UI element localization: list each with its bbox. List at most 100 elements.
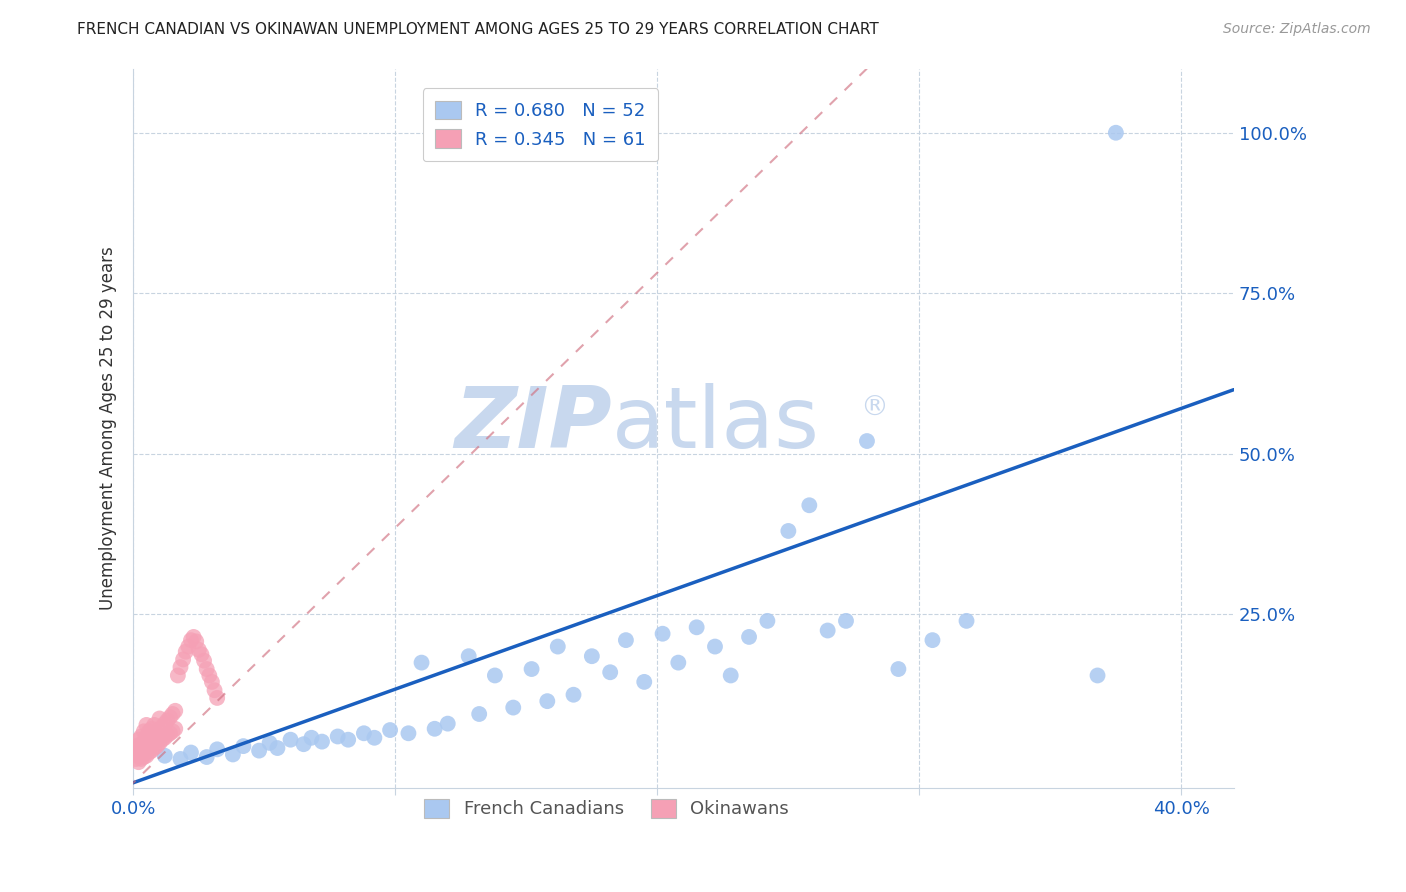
Point (153, 731, 176, 745)
Point (146, 739, 169, 753)
Point (180, 746, 202, 760)
Point (955, 614, 977, 628)
Point (143, 741, 166, 756)
Point (1087, 668, 1109, 682)
Point (167, 668, 190, 682)
Text: Source: ZipAtlas.com: Source: ZipAtlas.com (1223, 22, 1371, 37)
Point (128, 755, 150, 769)
Point (172, 652, 194, 666)
Point (247, 743, 270, 757)
Point (169, 752, 191, 766)
Point (148, 724, 170, 739)
Point (266, 741, 288, 756)
Point (177, 640, 200, 654)
Point (887, 662, 910, 676)
Point (411, 656, 433, 670)
Point (423, 722, 446, 736)
Point (232, 739, 254, 753)
Point (756, 614, 779, 628)
Point (187, 642, 209, 657)
Point (562, 688, 585, 702)
Point (280, 732, 302, 747)
Point (817, 624, 839, 638)
Point (799, 498, 821, 512)
Point (153, 748, 176, 763)
Point (146, 728, 169, 742)
Point (666, 656, 689, 670)
Legend: French Canadians, Okinawans: French Canadians, Okinawans (416, 792, 796, 826)
Point (326, 730, 349, 744)
Text: ZIP: ZIP (454, 383, 612, 467)
Point (128, 732, 150, 747)
Point (436, 716, 458, 731)
Point (195, 750, 218, 764)
Point (704, 640, 727, 654)
Point (150, 732, 173, 747)
Point (125, 752, 148, 766)
Point (778, 524, 800, 538)
Text: FRENCH CANADIAN VS OKINAWAN UNEMPLOYMENT AMONG AGES 25 TO 29 YEARS CORRELATION C: FRENCH CANADIAN VS OKINAWAN UNEMPLOYMENT… (77, 22, 879, 37)
Point (125, 746, 148, 760)
Point (536, 694, 558, 708)
Point (143, 718, 166, 732)
Point (132, 742, 155, 756)
Point (685, 620, 707, 634)
Point (141, 732, 163, 747)
Point (205, 742, 228, 756)
Point (156, 714, 179, 728)
Point (186, 634, 208, 648)
Point (125, 739, 148, 753)
Point (835, 614, 858, 628)
Point (457, 649, 479, 664)
Point (129, 746, 152, 760)
Point (132, 724, 155, 739)
Point (353, 726, 375, 740)
Point (921, 633, 943, 648)
Point (141, 722, 163, 736)
Point (128, 748, 150, 763)
Point (301, 731, 323, 745)
Point (614, 633, 637, 648)
Point (132, 750, 155, 764)
Point (135, 718, 157, 732)
Point (363, 731, 385, 745)
Point (138, 736, 160, 750)
Point (174, 645, 197, 659)
Point (183, 630, 205, 644)
Point (720, 668, 742, 682)
Point (259, 736, 281, 750)
Point (502, 700, 524, 714)
Point (162, 724, 184, 739)
Point (398, 726, 420, 740)
Point (198, 668, 221, 682)
Point (159, 726, 181, 740)
Point (135, 730, 157, 744)
Point (129, 737, 152, 751)
Point (128, 742, 150, 756)
Point (222, 747, 245, 762)
Point (468, 706, 491, 721)
Point (180, 633, 202, 648)
Point (193, 654, 215, 668)
Point (195, 662, 218, 676)
Point (141, 743, 163, 757)
Point (169, 660, 191, 674)
Text: atlas: atlas (612, 383, 820, 467)
Text: ®: ® (859, 394, 887, 422)
Point (159, 710, 181, 724)
Point (165, 704, 187, 718)
Point (132, 734, 155, 748)
Point (599, 665, 621, 680)
Point (138, 746, 160, 760)
Point (148, 736, 170, 750)
Point (205, 690, 228, 705)
Point (156, 728, 179, 742)
Point (143, 731, 166, 745)
Point (204, 683, 226, 698)
Point (311, 734, 333, 748)
Point (138, 724, 160, 739)
Point (651, 626, 673, 640)
Point (135, 748, 157, 763)
Point (633, 674, 655, 689)
Point (190, 647, 212, 661)
